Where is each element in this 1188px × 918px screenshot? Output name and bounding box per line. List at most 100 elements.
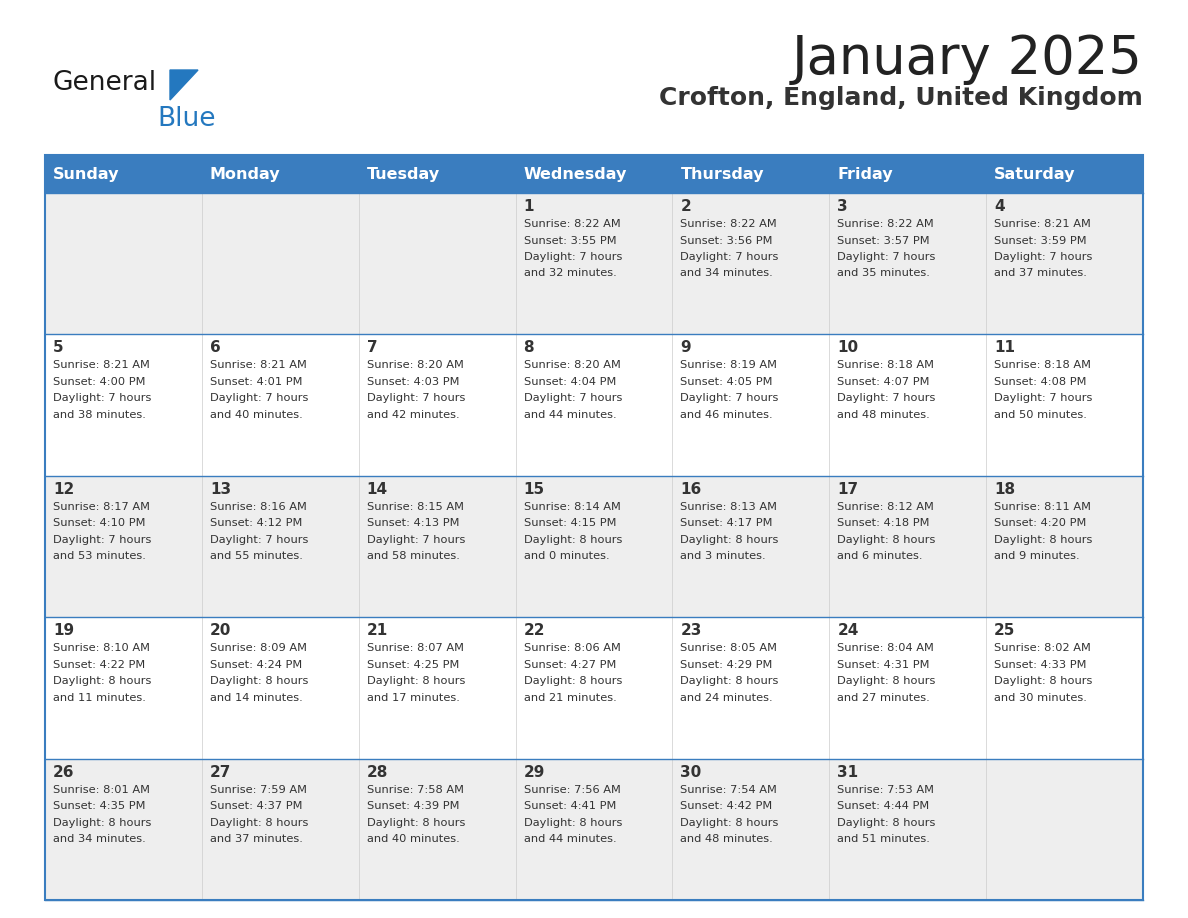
Text: Daylight: 7 hours: Daylight: 7 hours bbox=[53, 535, 151, 544]
Text: Sunset: 3:55 PM: Sunset: 3:55 PM bbox=[524, 236, 617, 245]
Text: and 17 minutes.: and 17 minutes. bbox=[367, 693, 460, 702]
Text: 21: 21 bbox=[367, 623, 388, 638]
Text: Sunrise: 8:05 AM: Sunrise: 8:05 AM bbox=[681, 644, 777, 654]
Text: 8: 8 bbox=[524, 341, 535, 355]
Text: Sunrise: 8:10 AM: Sunrise: 8:10 AM bbox=[53, 644, 150, 654]
Text: and 3 minutes.: and 3 minutes. bbox=[681, 552, 766, 561]
Text: 16: 16 bbox=[681, 482, 702, 497]
Text: and 0 minutes.: and 0 minutes. bbox=[524, 552, 609, 561]
Text: Daylight: 7 hours: Daylight: 7 hours bbox=[994, 394, 1093, 403]
Text: and 42 minutes.: and 42 minutes. bbox=[367, 410, 460, 420]
Text: Sunset: 4:00 PM: Sunset: 4:00 PM bbox=[53, 377, 145, 386]
Text: Daylight: 8 hours: Daylight: 8 hours bbox=[994, 677, 1093, 686]
Text: and 44 minutes.: and 44 minutes. bbox=[524, 834, 617, 844]
Text: 7: 7 bbox=[367, 341, 378, 355]
Text: 19: 19 bbox=[53, 623, 74, 638]
Text: 9: 9 bbox=[681, 341, 691, 355]
Text: Sunrise: 8:04 AM: Sunrise: 8:04 AM bbox=[838, 644, 934, 654]
Text: Sunset: 4:08 PM: Sunset: 4:08 PM bbox=[994, 377, 1087, 386]
Bar bbox=[45, 758, 1143, 900]
Text: Sunset: 4:41 PM: Sunset: 4:41 PM bbox=[524, 801, 615, 812]
Text: and 48 minutes.: and 48 minutes. bbox=[838, 410, 930, 420]
Text: and 34 minutes.: and 34 minutes. bbox=[681, 268, 773, 278]
Text: and 35 minutes.: and 35 minutes. bbox=[838, 268, 930, 278]
Text: Daylight: 7 hours: Daylight: 7 hours bbox=[994, 252, 1093, 262]
Text: Sunrise: 7:59 AM: Sunrise: 7:59 AM bbox=[210, 785, 307, 795]
Text: Daylight: 8 hours: Daylight: 8 hours bbox=[681, 818, 779, 828]
Text: Sunrise: 8:07 AM: Sunrise: 8:07 AM bbox=[367, 644, 463, 654]
Text: Sunset: 4:12 PM: Sunset: 4:12 PM bbox=[210, 519, 302, 528]
Text: Sunrise: 8:11 AM: Sunrise: 8:11 AM bbox=[994, 502, 1091, 512]
Bar bbox=[45, 617, 1143, 758]
Text: and 50 minutes.: and 50 minutes. bbox=[994, 410, 1087, 420]
Text: Sunset: 4:03 PM: Sunset: 4:03 PM bbox=[367, 377, 460, 386]
Text: Sunday: Sunday bbox=[53, 166, 120, 182]
Text: Sunset: 4:15 PM: Sunset: 4:15 PM bbox=[524, 519, 617, 528]
Text: Sunset: 4:42 PM: Sunset: 4:42 PM bbox=[681, 801, 772, 812]
Text: Daylight: 7 hours: Daylight: 7 hours bbox=[210, 394, 308, 403]
Text: 25: 25 bbox=[994, 623, 1016, 638]
Text: 4: 4 bbox=[994, 199, 1005, 214]
Text: and 37 minutes.: and 37 minutes. bbox=[994, 268, 1087, 278]
Text: 17: 17 bbox=[838, 482, 859, 497]
Bar bbox=[45, 155, 1143, 900]
Text: Saturday: Saturday bbox=[994, 166, 1075, 182]
Text: Sunrise: 8:21 AM: Sunrise: 8:21 AM bbox=[53, 361, 150, 370]
Text: Sunrise: 8:02 AM: Sunrise: 8:02 AM bbox=[994, 644, 1091, 654]
Text: and 55 minutes.: and 55 minutes. bbox=[210, 552, 303, 561]
Text: Sunset: 4:33 PM: Sunset: 4:33 PM bbox=[994, 660, 1087, 670]
Text: Sunset: 4:27 PM: Sunset: 4:27 PM bbox=[524, 660, 615, 670]
Text: Sunset: 4:17 PM: Sunset: 4:17 PM bbox=[681, 519, 773, 528]
Text: Sunset: 3:59 PM: Sunset: 3:59 PM bbox=[994, 236, 1087, 245]
Text: Sunset: 4:22 PM: Sunset: 4:22 PM bbox=[53, 660, 145, 670]
Text: and 40 minutes.: and 40 minutes. bbox=[210, 410, 303, 420]
Text: Daylight: 8 hours: Daylight: 8 hours bbox=[681, 535, 779, 544]
Text: 12: 12 bbox=[53, 482, 74, 497]
Text: Sunrise: 8:14 AM: Sunrise: 8:14 AM bbox=[524, 502, 620, 512]
Text: 6: 6 bbox=[210, 341, 221, 355]
Text: Sunrise: 8:22 AM: Sunrise: 8:22 AM bbox=[838, 219, 934, 229]
Text: Daylight: 7 hours: Daylight: 7 hours bbox=[524, 252, 623, 262]
Text: and 27 minutes.: and 27 minutes. bbox=[838, 693, 930, 702]
Text: 11: 11 bbox=[994, 341, 1015, 355]
Text: 2: 2 bbox=[681, 199, 691, 214]
Text: and 11 minutes.: and 11 minutes. bbox=[53, 693, 146, 702]
Text: Daylight: 8 hours: Daylight: 8 hours bbox=[838, 535, 936, 544]
Text: Wednesday: Wednesday bbox=[524, 166, 627, 182]
Text: Sunrise: 8:18 AM: Sunrise: 8:18 AM bbox=[838, 361, 934, 370]
Text: Daylight: 7 hours: Daylight: 7 hours bbox=[838, 252, 936, 262]
Text: Blue: Blue bbox=[157, 106, 215, 132]
Text: Daylight: 7 hours: Daylight: 7 hours bbox=[53, 394, 151, 403]
Text: Daylight: 8 hours: Daylight: 8 hours bbox=[53, 677, 151, 686]
Text: and 9 minutes.: and 9 minutes. bbox=[994, 552, 1080, 561]
Text: Sunset: 4:10 PM: Sunset: 4:10 PM bbox=[53, 519, 145, 528]
Text: 13: 13 bbox=[210, 482, 230, 497]
Text: Daylight: 8 hours: Daylight: 8 hours bbox=[367, 818, 465, 828]
Text: Daylight: 8 hours: Daylight: 8 hours bbox=[524, 535, 623, 544]
Text: 22: 22 bbox=[524, 623, 545, 638]
Text: Sunset: 4:44 PM: Sunset: 4:44 PM bbox=[838, 801, 929, 812]
Text: and 58 minutes.: and 58 minutes. bbox=[367, 552, 460, 561]
Text: Sunset: 4:31 PM: Sunset: 4:31 PM bbox=[838, 660, 930, 670]
Text: Crofton, England, United Kingdom: Crofton, England, United Kingdom bbox=[659, 86, 1143, 110]
Text: Sunrise: 7:56 AM: Sunrise: 7:56 AM bbox=[524, 785, 620, 795]
Text: Sunrise: 8:15 AM: Sunrise: 8:15 AM bbox=[367, 502, 463, 512]
Text: and 24 minutes.: and 24 minutes. bbox=[681, 693, 773, 702]
Text: Sunset: 3:57 PM: Sunset: 3:57 PM bbox=[838, 236, 930, 245]
Text: Sunrise: 8:01 AM: Sunrise: 8:01 AM bbox=[53, 785, 150, 795]
Text: Sunset: 4:04 PM: Sunset: 4:04 PM bbox=[524, 377, 615, 386]
Text: and 6 minutes.: and 6 minutes. bbox=[838, 552, 923, 561]
Text: Sunrise: 7:53 AM: Sunrise: 7:53 AM bbox=[838, 785, 934, 795]
Text: Sunrise: 8:22 AM: Sunrise: 8:22 AM bbox=[681, 219, 777, 229]
Text: Sunrise: 8:18 AM: Sunrise: 8:18 AM bbox=[994, 361, 1091, 370]
Text: January 2025: January 2025 bbox=[792, 33, 1143, 85]
Text: Daylight: 8 hours: Daylight: 8 hours bbox=[210, 677, 308, 686]
Text: Sunset: 4:25 PM: Sunset: 4:25 PM bbox=[367, 660, 459, 670]
Text: 18: 18 bbox=[994, 482, 1016, 497]
Polygon shape bbox=[170, 70, 198, 100]
Text: 23: 23 bbox=[681, 623, 702, 638]
Text: Sunset: 4:13 PM: Sunset: 4:13 PM bbox=[367, 519, 460, 528]
Text: 29: 29 bbox=[524, 765, 545, 779]
Text: 27: 27 bbox=[210, 765, 232, 779]
Text: Sunrise: 8:12 AM: Sunrise: 8:12 AM bbox=[838, 502, 934, 512]
